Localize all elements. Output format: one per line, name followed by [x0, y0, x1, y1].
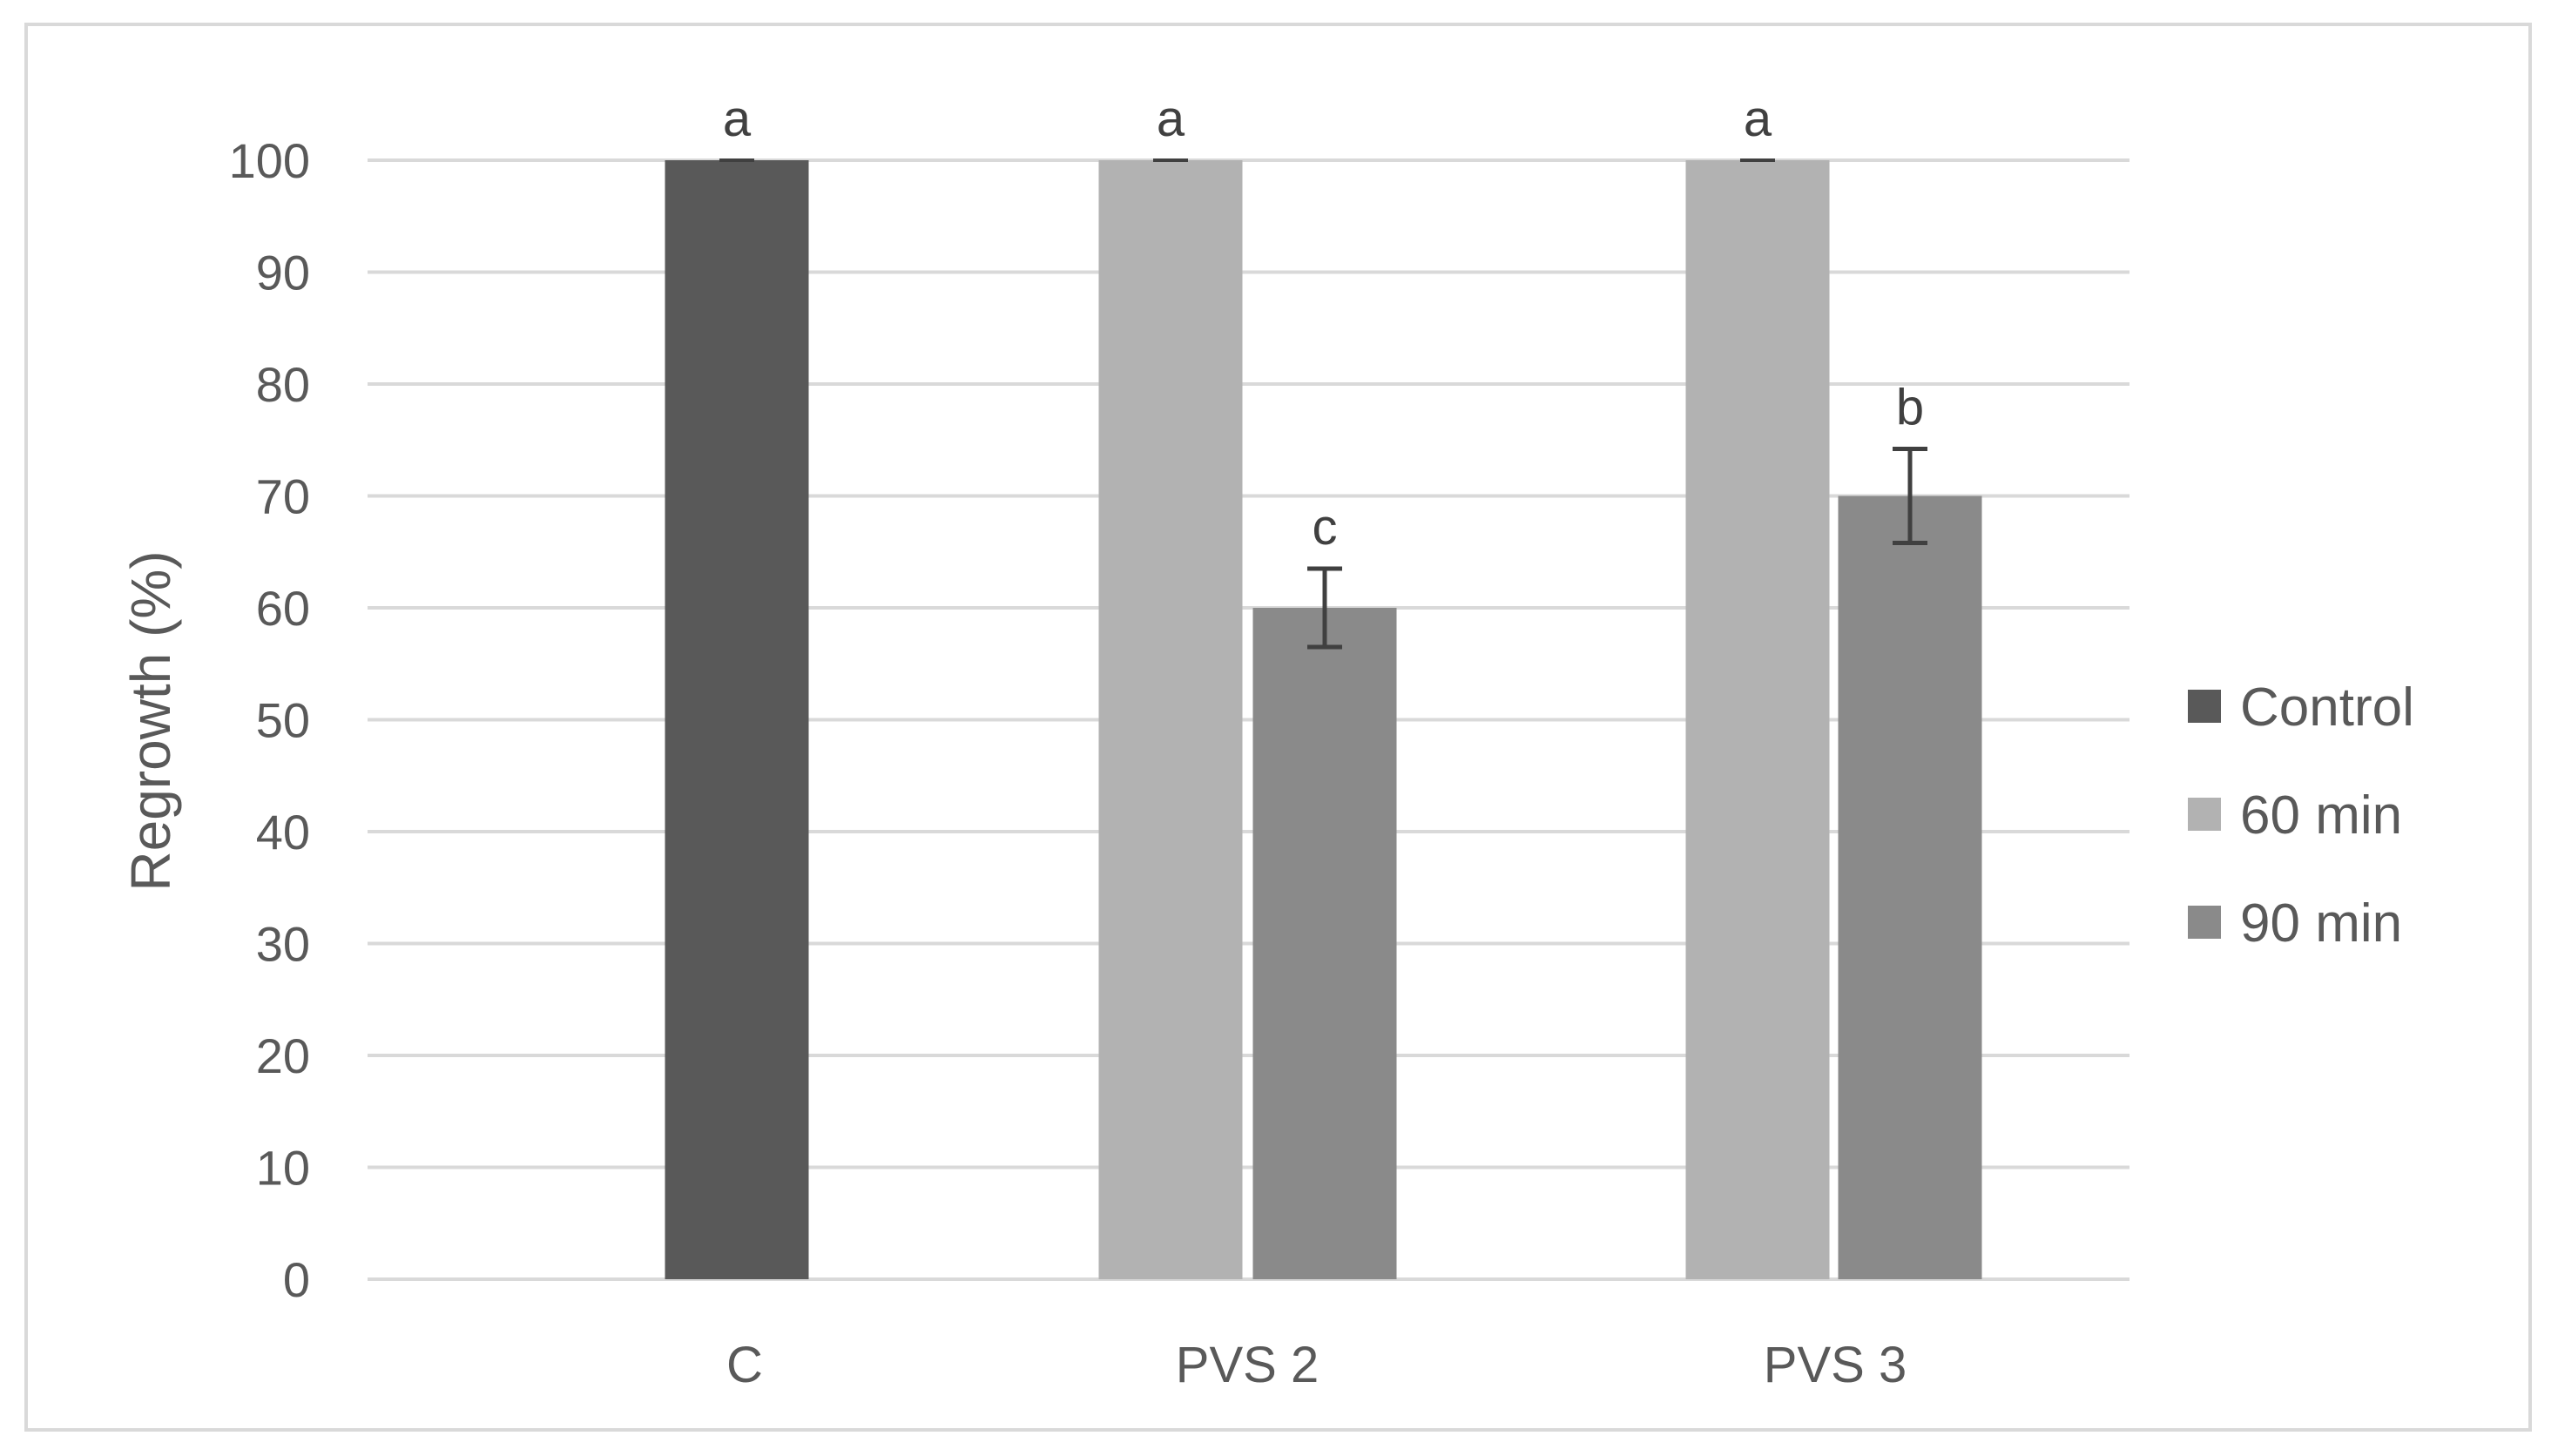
legend-swatch	[2188, 906, 2221, 939]
bar-pvs2-60min	[1098, 160, 1243, 1279]
significance-label: a	[1744, 91, 1772, 147]
legend-swatch	[2188, 690, 2221, 723]
legend-label: Control	[2240, 677, 2414, 738]
bar-pvs3-90min	[1838, 495, 1982, 1279]
y-tick-label: 50	[256, 693, 310, 748]
significance-label: a	[723, 91, 752, 147]
y-tick-label: 80	[256, 357, 310, 412]
error-bar	[1307, 566, 1342, 650]
y-axis-title: Regrowth (%)	[119, 550, 182, 891]
x-axis-categories: C PVS 2 PVS 3	[726, 1337, 1907, 1393]
legend-item-60-min: 60 min	[2188, 785, 2402, 846]
error-bars	[719, 158, 1927, 650]
y-tick-label: 90	[256, 246, 310, 300]
legend-item-90-min: 90 min	[2188, 893, 2402, 954]
y-tick-label: 0	[283, 1252, 310, 1307]
significance-label: a	[1157, 91, 1185, 147]
x-category-label: PVS 2	[1176, 1337, 1319, 1393]
gridlines	[368, 158, 2129, 1281]
bar-c-control	[665, 160, 809, 1279]
legend: Control 60 min 90 min	[2188, 677, 2414, 954]
bars	[665, 160, 1982, 1279]
y-tick-label: 70	[256, 469, 310, 524]
error-bar	[1893, 447, 1927, 545]
legend-label: 60 min	[2240, 785, 2402, 846]
y-tick-label: 100	[229, 133, 310, 188]
significance-label: b	[1896, 380, 1924, 436]
y-axis-ticks: 0 10 20 30 40 50 60 70 80 90 100	[229, 133, 310, 1307]
bar-pvs3-60min	[1685, 160, 1830, 1279]
x-category-label: PVS 3	[1764, 1337, 1907, 1393]
y-tick-label: 20	[256, 1028, 310, 1083]
bar-pvs2-90min	[1252, 608, 1397, 1279]
y-tick-label: 60	[256, 581, 310, 636]
y-tick-label: 30	[256, 917, 310, 972]
y-tick-label: 10	[256, 1141, 310, 1196]
significance-letters: a a a c b	[723, 91, 1924, 556]
legend-label: 90 min	[2240, 893, 2402, 954]
legend-swatch	[2188, 798, 2221, 831]
y-tick-label: 40	[256, 805, 310, 859]
legend-item-control: Control	[2188, 677, 2414, 738]
x-category-label: C	[726, 1337, 763, 1393]
significance-label: c	[1313, 499, 1338, 556]
